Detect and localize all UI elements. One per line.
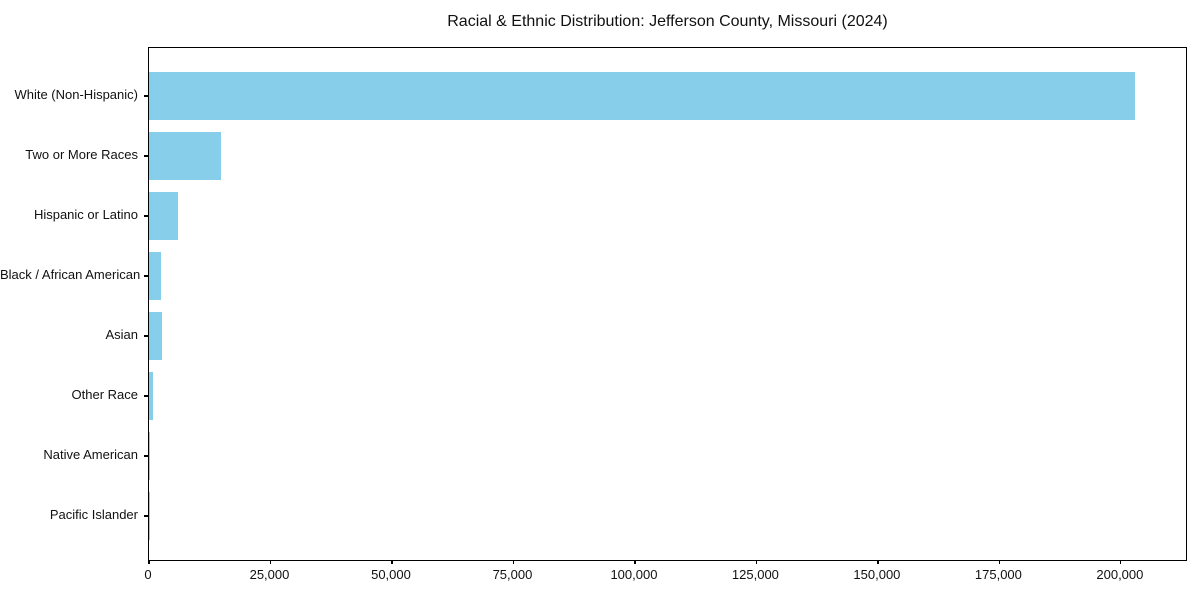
y-tick	[144, 335, 148, 337]
x-tick	[998, 560, 1000, 564]
y-tick-label: Hispanic or Latino	[33, 207, 138, 222]
x-tick-label: 0	[144, 567, 152, 582]
y-tick-label: Two or More Races	[25, 147, 138, 162]
y-tick	[144, 515, 148, 517]
chart-title: Racial & Ethnic Distribution: Jefferson …	[447, 13, 888, 30]
y-tick-label: Other Race	[71, 387, 138, 402]
x-tick	[634, 560, 636, 564]
plot-area	[144, 47, 1187, 564]
y-tick	[144, 455, 148, 457]
y-tick	[144, 155, 148, 157]
bar	[149, 132, 221, 180]
x-tick-label: 150,000	[853, 567, 901, 582]
bar	[149, 372, 154, 420]
y-tick	[144, 395, 148, 397]
bar	[149, 252, 162, 300]
x-tick	[512, 560, 515, 564]
x-tick-label: 200,000	[1096, 567, 1144, 582]
x-tick-label: 25,000	[249, 567, 290, 582]
y-tick	[144, 95, 148, 97]
x-tick	[391, 560, 393, 564]
x-tick-label: 75,000	[492, 567, 533, 582]
x-tick	[269, 560, 272, 564]
y-tick-label: Native American	[43, 447, 138, 462]
bar	[149, 72, 1136, 120]
y-tick-label: Pacific Islander	[49, 507, 138, 522]
bar	[149, 312, 162, 360]
x-tick	[755, 560, 757, 564]
bar	[149, 192, 179, 240]
x-tick	[1120, 560, 1122, 564]
y-tick-label: White (Non-Hispanic)	[14, 87, 138, 102]
x-tick-label: 175,000	[974, 567, 1022, 582]
bar	[149, 432, 150, 480]
x-tick-label: 100,000	[610, 567, 658, 582]
x-tick	[877, 560, 879, 564]
y-tick	[144, 215, 148, 217]
x-tick-label: 125,000	[731, 567, 779, 582]
x-tick	[148, 560, 150, 564]
y-tick-label: Black / African American	[0, 267, 141, 282]
x-tick-label: 50,000	[371, 567, 411, 582]
y-tick-label: Asian	[105, 327, 138, 342]
y-tick	[144, 275, 148, 277]
